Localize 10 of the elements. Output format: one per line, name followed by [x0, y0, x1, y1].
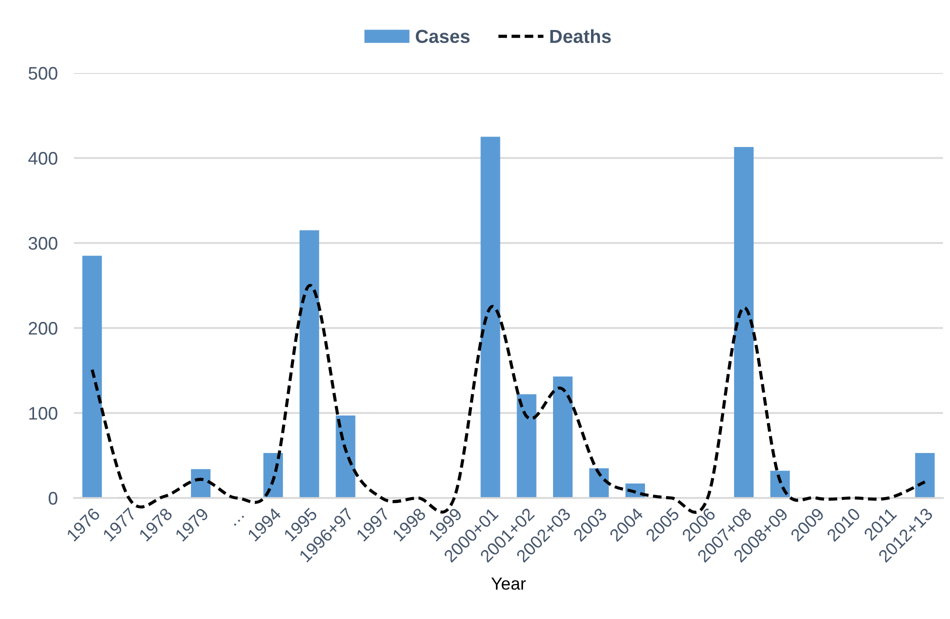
x-tick-label: …: [234, 516, 244, 526]
legend-label: Cases: [416, 30, 470, 44]
y-tick-label: 0: [48, 492, 58, 505]
y-tick-label: 500: [28, 66, 58, 80]
legend-label: Deaths: [550, 29, 611, 44]
y-tick-label: 200: [28, 322, 58, 335]
y-tick-label: 300: [28, 236, 58, 250]
y-tick-label: 400: [28, 152, 58, 165]
x-axis-title: Year: [491, 578, 526, 590]
y-tick-label: 100: [29, 406, 58, 420]
